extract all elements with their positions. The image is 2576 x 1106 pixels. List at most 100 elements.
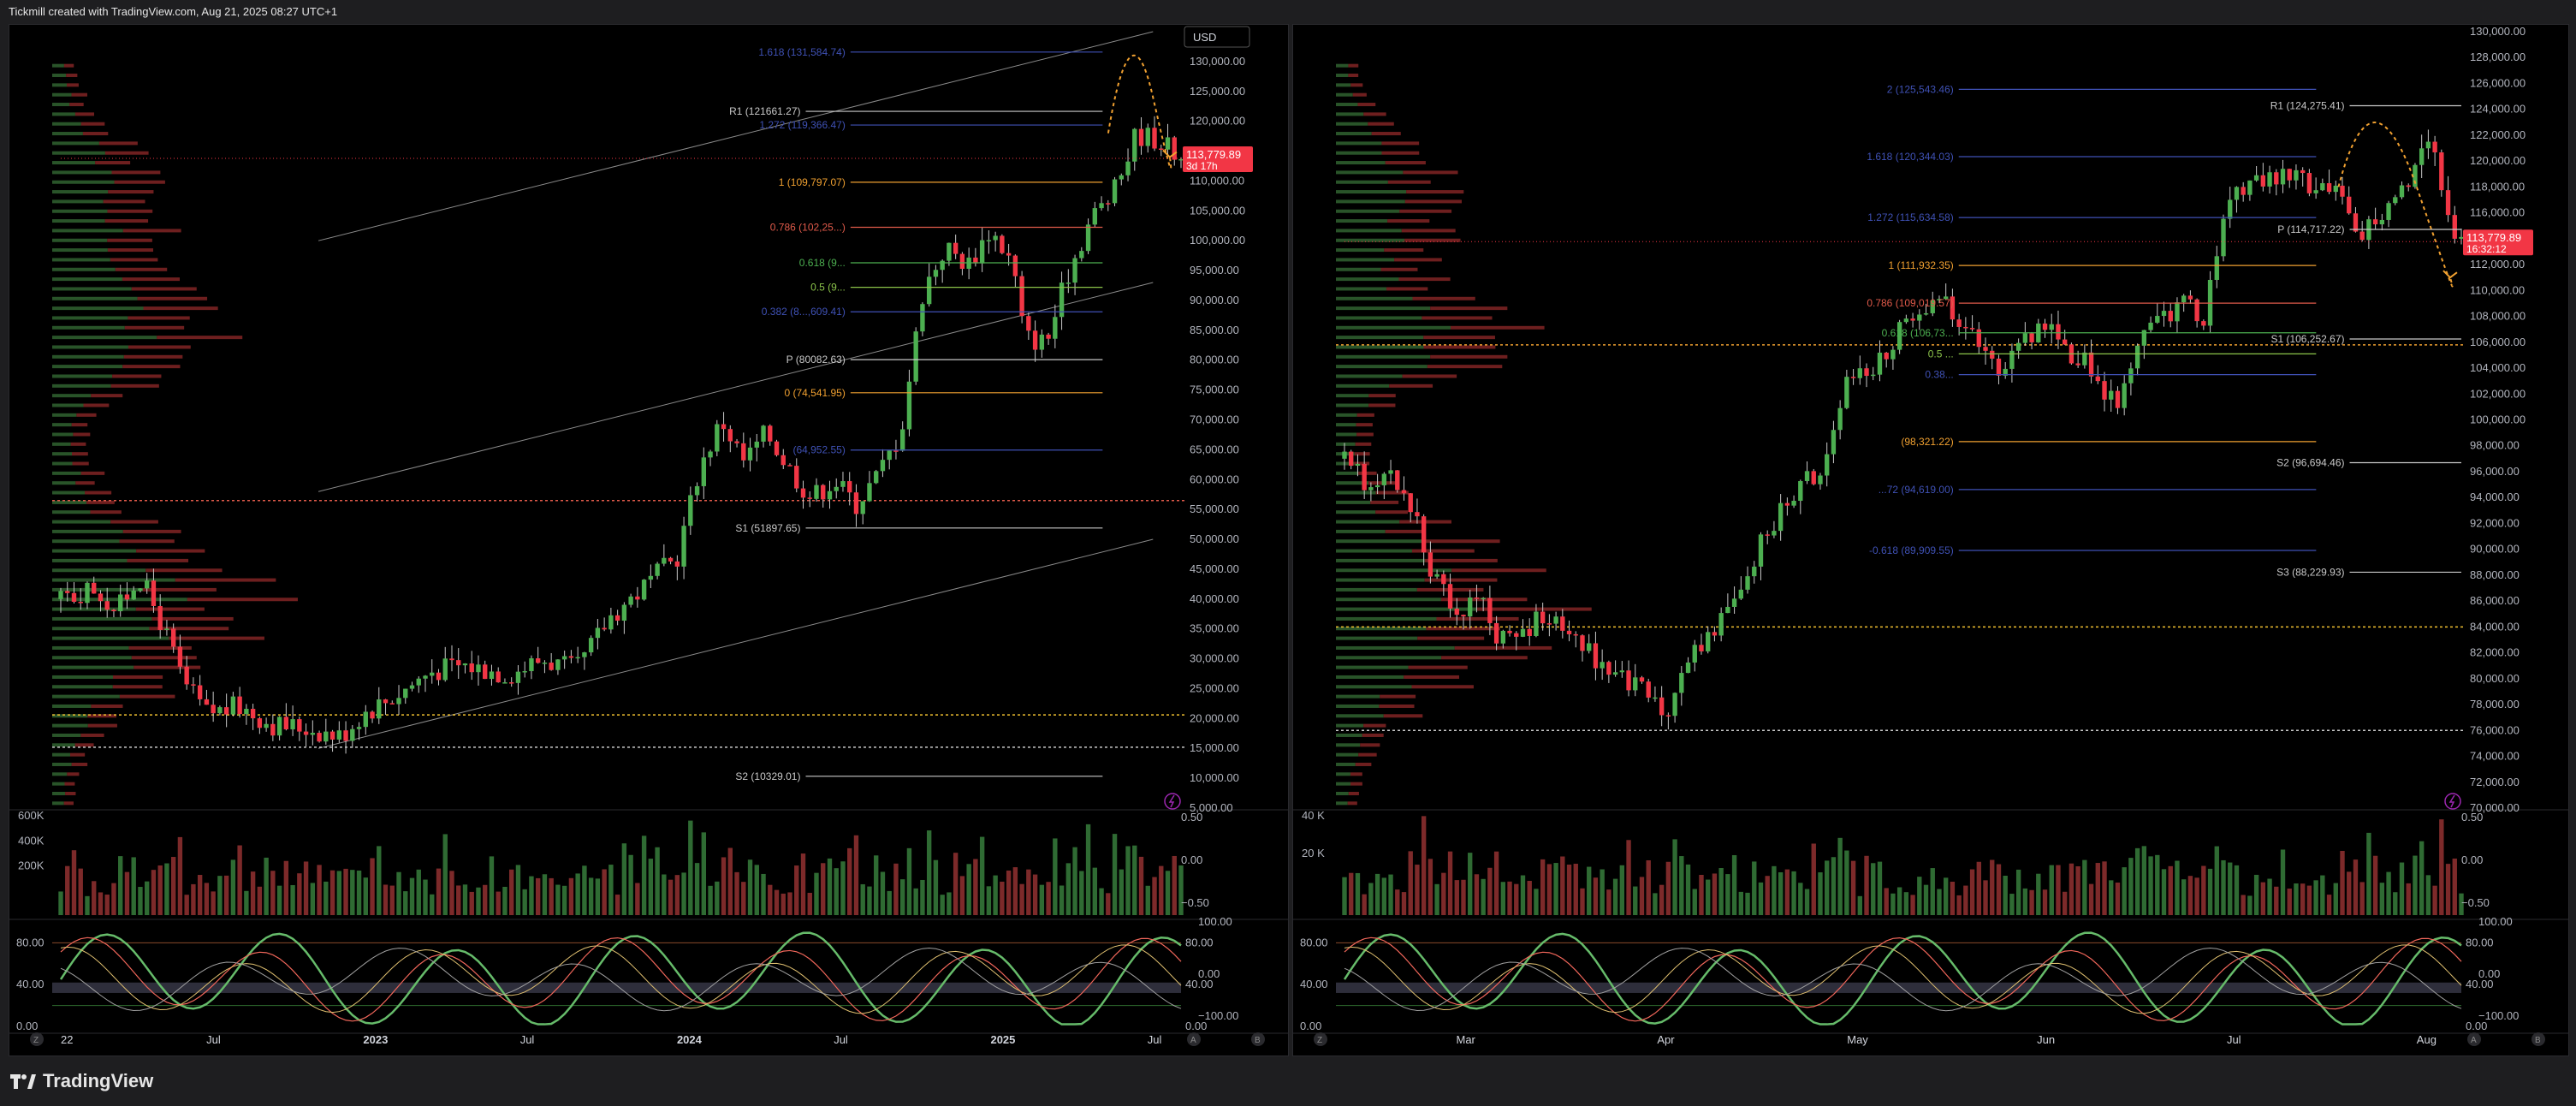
corner-button-b[interactable] bbox=[2531, 1032, 2545, 1046]
volume-profile-bar bbox=[1375, 510, 1408, 514]
lightning-icon[interactable] bbox=[2444, 793, 2461, 810]
candle-body bbox=[1665, 715, 1671, 717]
candle-body bbox=[310, 733, 316, 735]
volume-profile-bar bbox=[151, 616, 234, 621]
volume-profile-bar bbox=[1404, 238, 1461, 242]
volume-bar bbox=[1481, 878, 1486, 915]
volume-profile-bar bbox=[52, 762, 72, 766]
candle-body bbox=[223, 707, 229, 715]
candle-body bbox=[489, 671, 495, 680]
candle-body bbox=[264, 723, 269, 728]
volume-bar bbox=[807, 892, 812, 915]
volume-bar bbox=[641, 835, 647, 915]
candle-body bbox=[1065, 282, 1071, 284]
volume-bar bbox=[2141, 846, 2147, 915]
price-axis-label: 65,000.00 bbox=[1190, 443, 1239, 455]
candle-body bbox=[608, 615, 614, 630]
corner-button-label[interactable]: A bbox=[2471, 1036, 2477, 1045]
volume-bar bbox=[648, 859, 654, 915]
lightning-icon[interactable] bbox=[1164, 793, 1181, 810]
volume-profile-bar bbox=[1336, 665, 1409, 669]
volume-profile-bar bbox=[1336, 161, 1386, 165]
volume-profile-bar bbox=[1362, 733, 1384, 737]
candle-body bbox=[377, 699, 382, 719]
volume-profile-bar bbox=[1368, 394, 1396, 398]
candle-body bbox=[761, 425, 766, 442]
volume-profile-bar bbox=[1399, 209, 1452, 213]
corner-button-label[interactable]: B bbox=[2535, 1036, 2541, 1045]
corner-button-a[interactable] bbox=[1187, 1032, 1201, 1046]
currency-button-label[interactable]: USD bbox=[1193, 31, 1216, 44]
volume-bar bbox=[1408, 851, 1413, 915]
candle-body bbox=[800, 488, 806, 498]
candle-body bbox=[1956, 319, 1962, 327]
volume-profile-bar bbox=[1450, 325, 1545, 330]
candle-body bbox=[1527, 628, 1532, 636]
candle-body bbox=[1633, 677, 1638, 691]
candle-body bbox=[502, 682, 507, 684]
chart-right-canvas[interactable]: 130,000.00 128,000.00 126,000.00 124,000.00… bbox=[1293, 25, 2568, 1055]
last-price-countdown: 3d 17h bbox=[1186, 160, 1218, 172]
candle-body bbox=[1006, 253, 1012, 256]
volume-profile-bar bbox=[124, 325, 185, 330]
volume-profile-bar bbox=[52, 723, 88, 728]
z-button-label[interactable]: Z bbox=[1317, 1036, 1322, 1045]
fib-level-label: R1 (121661.27) bbox=[729, 105, 800, 117]
volume-bar bbox=[1811, 843, 1816, 915]
volume-profile-bar bbox=[1354, 461, 1370, 466]
fib-level-label: 0.382 (8...,609.41) bbox=[762, 306, 846, 318]
volume-profile-bar bbox=[52, 365, 123, 369]
volume-profile-bar bbox=[95, 161, 131, 165]
chart-panel-left[interactable]: 135,000.00130,000.00125,000.00120,000.00… bbox=[9, 24, 1289, 1056]
candle-body bbox=[217, 707, 223, 714]
volume-profile-bar bbox=[1336, 413, 1357, 417]
volume-profile-bar bbox=[87, 714, 117, 718]
volume-profile-bar bbox=[1336, 287, 1387, 291]
z-button-label[interactable]: Z bbox=[33, 1036, 39, 1045]
volume-profile-bar bbox=[1336, 354, 1431, 359]
volume-bar bbox=[85, 895, 90, 915]
trend-channel-line bbox=[318, 282, 1154, 492]
corner-button-b[interactable] bbox=[1251, 1032, 1265, 1046]
candle-body bbox=[1976, 329, 1981, 348]
price-axis-label: 125,000.00 bbox=[1190, 85, 1245, 98]
volume-bar bbox=[370, 858, 375, 915]
volume-bar bbox=[1441, 872, 1446, 915]
volume-bar bbox=[1699, 875, 1704, 915]
volume-bar bbox=[329, 870, 335, 915]
volume-profile-bar bbox=[1336, 558, 1425, 562]
volume-bar bbox=[2347, 871, 2352, 915]
corner-button-a[interactable] bbox=[2467, 1032, 2481, 1046]
volume-bar bbox=[595, 878, 601, 915]
candle-body bbox=[1560, 616, 1565, 631]
volume-profile-bar bbox=[123, 354, 183, 359]
candle-body bbox=[2234, 187, 2240, 200]
volume-bar bbox=[476, 887, 481, 915]
corner-button-label[interactable]: A bbox=[1190, 1036, 1196, 1045]
volume-profile-bar bbox=[1354, 452, 1370, 456]
currency-button[interactable] bbox=[1184, 26, 1250, 48]
candle-body bbox=[2445, 190, 2451, 216]
price-axis-label: 105,000.00 bbox=[1190, 204, 1245, 217]
volume-bar bbox=[2009, 894, 2015, 915]
volume-profile-bar bbox=[52, 558, 128, 562]
candle-body bbox=[65, 591, 70, 593]
candle-body bbox=[535, 658, 541, 663]
candle-body bbox=[1079, 251, 1084, 259]
volume-profile-bar bbox=[1336, 365, 1427, 369]
corner-button-label[interactable]: B bbox=[1255, 1036, 1261, 1045]
candle-body bbox=[754, 441, 759, 448]
chart-panel-right[interactable]: 130,000.00 128,000.00 126,000.00 124,000.00… bbox=[1292, 24, 2569, 1056]
candle-body bbox=[1468, 597, 1473, 617]
z-button[interactable] bbox=[30, 1032, 44, 1046]
oscillator-line bbox=[60, 948, 1182, 1012]
volume-profile-bar bbox=[66, 74, 78, 78]
volume-profile-bar bbox=[1411, 549, 1475, 553]
chart-left-canvas[interactable]: 135,000.00130,000.00125,000.00120,000.00… bbox=[9, 25, 1288, 1055]
candle-body bbox=[2102, 381, 2107, 400]
candle-body bbox=[1778, 502, 1784, 532]
fib-level-label: P (114,717.22) bbox=[2277, 223, 2344, 235]
volume-bar bbox=[1468, 853, 1473, 915]
z-button[interactable] bbox=[1314, 1032, 1327, 1046]
volume-profile-bar bbox=[1336, 549, 1412, 553]
